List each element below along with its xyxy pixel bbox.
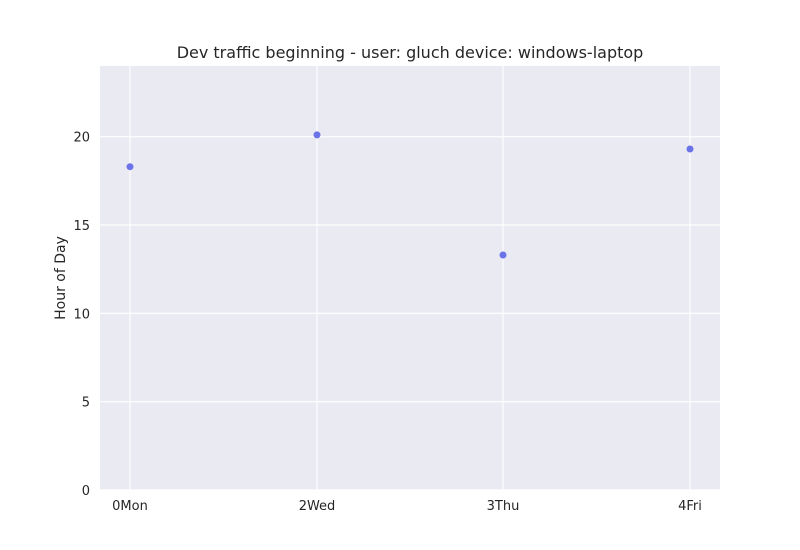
data-point xyxy=(686,145,694,153)
y-tick-label: 0 xyxy=(82,484,90,499)
x-tick-label: 4Fri xyxy=(678,499,702,514)
data-point xyxy=(126,163,134,171)
x-tick-label: 0Mon xyxy=(112,499,148,514)
x-tick-label: 3Thu xyxy=(487,499,520,514)
x-tick-labels: 0Mon 2Wed 3Thu 4Fri xyxy=(112,499,702,514)
y-tick-label: 15 xyxy=(73,219,90,234)
y-tick-label: 10 xyxy=(73,307,90,322)
data-point xyxy=(313,131,321,139)
data-point xyxy=(499,251,507,259)
y-tick-label: 5 xyxy=(82,396,90,411)
y-axis-label: Hour of Day xyxy=(53,236,69,320)
data-points xyxy=(126,131,694,259)
y-tick-labels: 0 5 10 15 20 xyxy=(73,131,90,499)
x-tick-label: 2Wed xyxy=(299,499,336,514)
plot-area xyxy=(100,66,720,490)
y-tick-label: 20 xyxy=(73,131,90,146)
chart-title: Dev traffic beginning - user: gluch devi… xyxy=(177,43,644,62)
